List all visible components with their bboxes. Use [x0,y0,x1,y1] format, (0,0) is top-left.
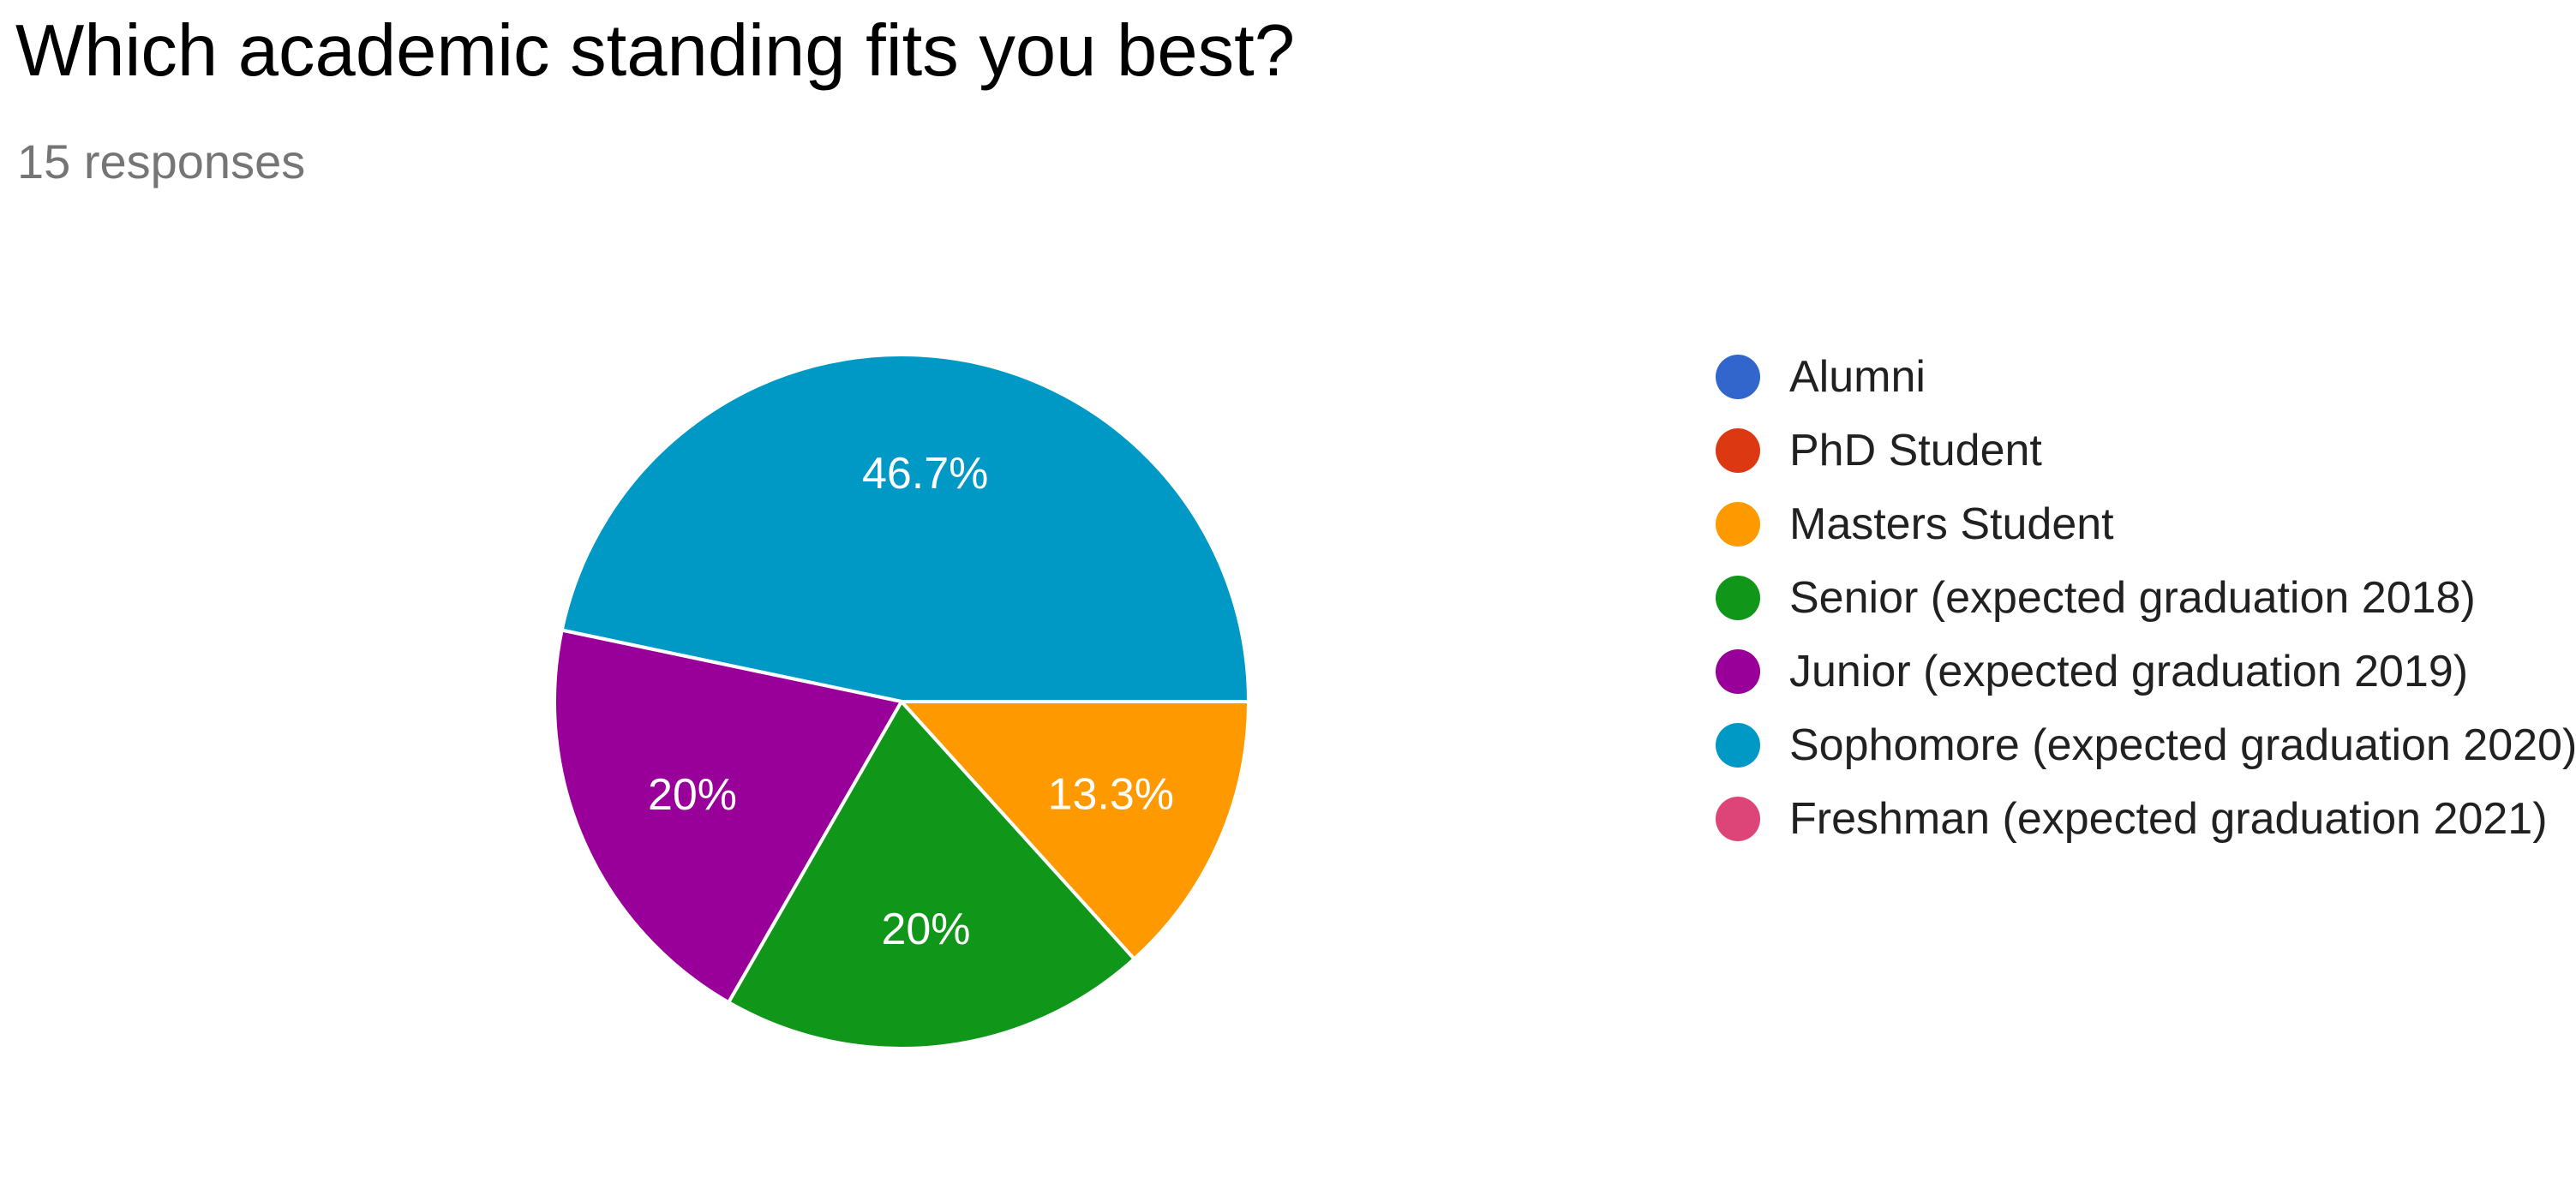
chart-title: Which academic standing fits you best? [15,10,1295,92]
legend-item-junior[interactable]: Junior (expected graduation 2019) [1716,641,2576,703]
slice-label-masters: 13.3% [1048,770,1174,820]
legend-item-sophomore[interactable]: Sophomore (expected graduation 2020) [1716,714,2576,777]
legend-swatch-icon [1716,355,1760,399]
legend-item-alumni[interactable]: Alumni [1716,346,2576,409]
legend-swatch-icon [1716,502,1760,547]
slice-label-junior: 20% [648,770,737,820]
legend-swatch-icon [1716,649,1760,694]
legend-label: PhD Student [1789,426,2042,475]
legend-item-freshman[interactable]: Freshman (expected graduation 2021) [1716,788,2576,851]
pie-slice-senior[interactable] [727,700,1136,1050]
legend-item-masters[interactable]: Masters Student [1716,493,2576,556]
legend-label: Alumni [1789,352,1926,402]
slice-label-sophomore: 46.7% [862,449,988,499]
legend-label: Senior (expected graduation 2018) [1789,573,2476,623]
chart-legend: Alumni PhD Student Masters Student Senior (… [1716,346,2576,862]
legend-label: Sophomore (expected graduation 2020) [1789,720,2576,770]
legend-label: Junior (expected graduation 2019) [1789,647,2469,696]
pie-slice-junior[interactable] [553,628,903,1005]
legend-swatch-icon [1716,797,1760,841]
legend-item-senior[interactable]: Senior (expected graduation 2018) [1716,567,2576,630]
legend-label: Masters Student [1789,499,2114,549]
legend-item-phd[interactable]: PhD Student [1716,420,2576,482]
legend-swatch-icon [1716,576,1760,620]
pie-slice-labels: 46.7% 20% 20% 13.3% [648,449,1174,954]
response-count: 15 responses [17,134,306,188]
pie-slices [553,352,1250,1050]
pie-slice-masters[interactable] [900,700,1250,961]
legend-swatch-icon [1716,428,1760,473]
slice-label-senior: 20% [881,905,970,954]
pie-slice-sophomore[interactable] [560,352,1250,703]
legend-swatch-icon [1716,723,1760,768]
legend-label: Freshman (expected graduation 2021) [1789,794,2548,844]
